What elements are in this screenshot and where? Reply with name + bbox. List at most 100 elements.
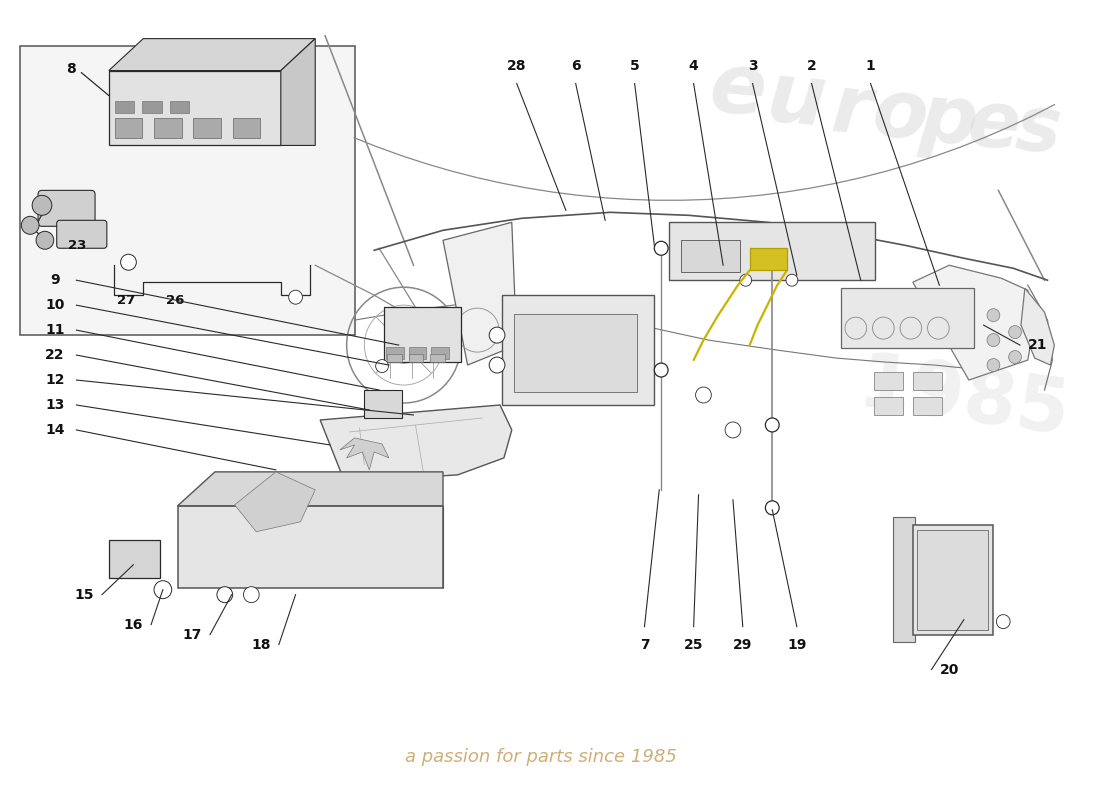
Bar [387, 354, 402, 362]
Bar [669, 222, 876, 280]
Circle shape [121, 254, 136, 270]
Circle shape [740, 274, 751, 286]
Text: 4: 4 [689, 58, 698, 73]
Bar [233, 118, 261, 138]
Text: 5: 5 [630, 58, 639, 73]
Polygon shape [443, 222, 517, 365]
Text: r: r [827, 70, 875, 151]
Text: 1: 1 [866, 58, 876, 73]
Text: 26: 26 [166, 294, 185, 306]
Text: 8: 8 [67, 62, 76, 75]
Text: 25: 25 [684, 638, 703, 651]
Bar [430, 354, 446, 362]
Text: s: s [1012, 92, 1064, 170]
Bar [913, 525, 993, 634]
Text: 23: 23 [68, 238, 87, 252]
Bar [916, 530, 988, 630]
Polygon shape [340, 438, 389, 470]
Text: 12: 12 [45, 373, 65, 387]
Circle shape [217, 586, 233, 602]
Text: 18: 18 [252, 638, 271, 651]
Circle shape [1009, 326, 1022, 338]
Text: 17: 17 [183, 627, 202, 642]
Text: 14: 14 [45, 423, 65, 437]
Bar [386, 347, 404, 359]
Bar [109, 70, 280, 146]
Text: 16: 16 [123, 618, 143, 632]
Text: a passion for parts since 1985: a passion for parts since 1985 [405, 748, 678, 766]
Text: 29: 29 [733, 638, 752, 651]
Polygon shape [320, 405, 512, 482]
Bar [194, 118, 221, 138]
FancyBboxPatch shape [39, 190, 95, 226]
Circle shape [490, 327, 505, 343]
Polygon shape [177, 472, 443, 506]
Circle shape [21, 216, 38, 234]
Text: 6: 6 [571, 58, 581, 73]
Circle shape [725, 422, 740, 438]
Circle shape [1009, 350, 1022, 363]
Bar [114, 101, 134, 113]
Circle shape [786, 274, 798, 286]
Circle shape [386, 327, 421, 363]
Text: 1985: 1985 [854, 349, 1075, 451]
Bar [21, 46, 354, 335]
Bar [154, 118, 182, 138]
Bar [913, 397, 943, 415]
Text: 20: 20 [939, 662, 959, 677]
Bar [502, 295, 654, 405]
Text: 9: 9 [50, 274, 59, 287]
Bar [431, 347, 449, 359]
Polygon shape [280, 38, 316, 146]
Bar [408, 354, 424, 362]
Bar [142, 101, 162, 113]
Circle shape [987, 358, 1000, 371]
Bar [681, 240, 740, 272]
Circle shape [288, 290, 302, 304]
Circle shape [987, 309, 1000, 322]
Bar [169, 101, 189, 113]
Circle shape [32, 195, 52, 215]
Bar [913, 372, 943, 390]
Polygon shape [1021, 288, 1055, 365]
Bar [873, 397, 903, 415]
Bar [177, 506, 443, 588]
Text: 13: 13 [45, 398, 65, 412]
Circle shape [654, 363, 668, 377]
Text: 7: 7 [640, 638, 649, 651]
Circle shape [766, 501, 779, 515]
Polygon shape [109, 38, 316, 70]
Bar [873, 372, 903, 390]
Bar [514, 314, 637, 392]
Circle shape [987, 334, 1000, 346]
Circle shape [36, 231, 54, 250]
Bar [109, 540, 160, 578]
Bar [842, 288, 974, 348]
Bar [408, 347, 427, 359]
Text: e: e [964, 86, 1023, 166]
Text: 22: 22 [45, 348, 65, 362]
Bar [893, 517, 915, 642]
Circle shape [154, 581, 172, 598]
Text: e: e [706, 48, 770, 134]
Circle shape [695, 387, 712, 403]
Text: o: o [869, 74, 931, 157]
Text: 21: 21 [1027, 338, 1047, 352]
Circle shape [997, 614, 1010, 629]
Polygon shape [913, 266, 1035, 380]
Text: 28: 28 [507, 58, 527, 73]
Circle shape [490, 357, 505, 373]
Bar [750, 248, 786, 270]
Bar [384, 307, 461, 362]
Bar [114, 118, 142, 138]
Circle shape [766, 418, 779, 432]
Text: u: u [763, 58, 829, 143]
Text: 10: 10 [45, 298, 65, 312]
FancyBboxPatch shape [57, 220, 107, 248]
Text: 11: 11 [45, 323, 65, 337]
Text: 15: 15 [75, 588, 94, 602]
Text: p: p [917, 79, 981, 162]
Circle shape [766, 255, 779, 270]
Circle shape [243, 586, 260, 602]
Polygon shape [234, 472, 316, 532]
